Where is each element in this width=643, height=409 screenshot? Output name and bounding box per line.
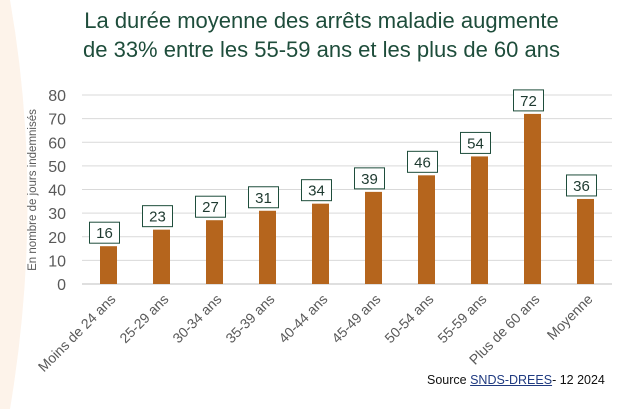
y-tick-label: 40: [48, 183, 66, 200]
data-label-box: [407, 150, 438, 173]
data-label: 54: [467, 135, 484, 152]
bar: [259, 210, 276, 284]
data-label-box: [248, 186, 279, 209]
bar: [206, 220, 223, 284]
y-tick-label: 20: [48, 230, 66, 247]
chart-title: La durée moyenne des arrêts maladie augm…: [0, 6, 643, 64]
x-tick-label: 35-39 ans: [222, 291, 277, 346]
data-label-box: [513, 89, 544, 112]
source-date: - 12 2024: [552, 373, 605, 387]
title-line-1: La durée moyenne des arrêts maladie augm…: [84, 8, 559, 33]
x-tick-label: 50-54 ans: [381, 291, 436, 346]
y-tick-label: 60: [48, 135, 66, 152]
bar: [312, 203, 329, 284]
y-tick-label: 0: [57, 277, 66, 294]
data-label: 46: [414, 154, 431, 171]
data-label-box: [89, 221, 120, 244]
title-line-2: de 33% entre les 55-59 ans et les plus d…: [83, 37, 560, 62]
data-label-box: [354, 167, 385, 190]
background-decoration: [0, 0, 28, 409]
bar: [365, 191, 382, 284]
data-label-box: [301, 179, 332, 202]
x-tick-label: 30-34 ans: [169, 291, 224, 346]
bar: [524, 113, 541, 285]
bar: [153, 229, 170, 284]
data-label: 31: [255, 190, 272, 207]
data-label-box: [566, 174, 597, 197]
data-label: 23: [149, 209, 166, 226]
y-tick-label: 70: [48, 112, 66, 129]
source-link[interactable]: SNDS-DREES: [470, 373, 553, 387]
data-label-box: [142, 205, 173, 228]
source-note: Source SNDS-DREES- 12 2024: [427, 373, 605, 387]
x-tick-label: 45-49 ans: [328, 291, 383, 346]
data-label: 34: [308, 183, 325, 200]
data-label: 72: [520, 93, 537, 110]
x-tick-label: 55-59 ans: [434, 291, 489, 346]
data-label-box: [460, 131, 491, 154]
y-tick-label: 10: [48, 253, 66, 270]
y-axis-label: En nombre de jours indemnisés: [27, 109, 39, 271]
x-tick-label: 25-29 ans: [116, 291, 171, 346]
y-tick-label: 30: [48, 206, 66, 223]
data-label: 27: [202, 199, 219, 216]
data-label: 39: [361, 171, 378, 188]
x-tick-label: 40-44 ans: [275, 291, 330, 346]
source-prefix: Source: [427, 373, 471, 387]
x-tick-label: Moyenne: [544, 291, 596, 343]
data-label-box: [195, 195, 226, 218]
bar: [577, 198, 594, 284]
bar: [100, 246, 117, 284]
y-tick-label: 50: [48, 159, 66, 176]
data-label: 16: [96, 225, 113, 242]
bar: [418, 175, 435, 284]
y-tick-label: 80: [48, 88, 66, 105]
bar: [471, 156, 488, 284]
x-tick-label: Moins de 24 ans: [35, 291, 119, 375]
data-label: 36: [573, 178, 590, 195]
